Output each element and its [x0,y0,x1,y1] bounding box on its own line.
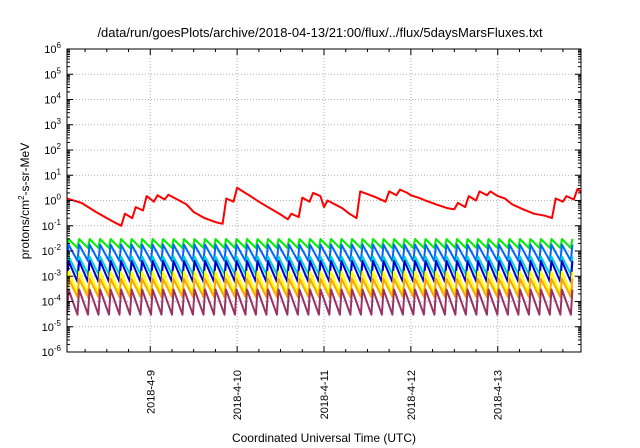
y-tick-base: 10 [44,145,56,157]
x-tick-label: 2018-4-13 [493,370,505,420]
y-tick-exponent: 6 [57,41,62,50]
y-tick-exponent: 4 [57,92,62,101]
y-tick-base: 10 [44,69,56,81]
y-tick-base: 10 [44,170,56,182]
y-axis-label-prefix: protons/cm [18,200,32,259]
y-tick-base: 10 [42,271,54,283]
y-tick-exponent: -3 [54,268,62,277]
x-tick-label: 2018-4-12 [406,370,418,420]
y-axis-label: protons/cm2-s-sr-MeV [17,143,32,259]
grid-lines [67,49,581,352]
series-line-1 [67,238,574,250]
y-tick-exponent: -4 [54,294,62,303]
y-tick-label: 103 [44,117,61,132]
y-tick-label: 105 [44,66,61,81]
series-line-2 [67,243,574,262]
y-tick-exponent: 3 [57,117,62,126]
y-tick-base: 10 [42,347,54,359]
y-tick-base: 10 [42,297,54,309]
x-tick-label: 2018-4-9 [145,370,157,414]
y-tick-exponent: -5 [54,319,62,328]
y-tick-base: 10 [44,196,56,208]
y-tick-exponent: 1 [57,167,62,176]
y-axis-label-suffix: -s-sr-MeV [18,143,32,196]
y-tick-base: 10 [42,221,54,233]
y-tick-label: 104 [44,92,61,107]
y-tick-exponent: 2 [57,142,62,151]
y-tick-label: 106 [44,41,61,56]
y-tick-base: 10 [42,246,54,258]
series-line-0 [67,186,581,227]
y-tick-base: 10 [44,120,56,132]
y-tick-label: 101 [44,167,61,182]
y-tick-exponent: 5 [57,66,62,75]
y-axis-label-sup: 2 [17,195,26,200]
y-tick-label: 100 [44,193,61,208]
y-tick-label: 10-6 [42,344,62,359]
x-axis-label: Coordinated Universal Time (UTC) [232,431,416,445]
y-tick-label: 10-2 [42,243,62,258]
y-tick-base: 10 [44,44,56,56]
y-tick-label: 10-4 [42,294,62,309]
y-tick-label: 10-3 [42,268,62,283]
y-tick-label: 10-1 [42,218,62,233]
y-tick-exponent: -1 [54,218,62,227]
y-tick-exponent: -2 [54,243,62,252]
y-tick-base: 10 [44,95,56,107]
y-tick-exponent: -6 [54,344,62,353]
series-line-7 [67,288,574,316]
y-tick-label: 102 [44,142,61,157]
x-tick-label: 2018-4-10 [232,370,244,420]
y-axis: 10-610-510-410-310-210-11001011021031041… [42,41,581,359]
y-tick-exponent: 0 [57,193,62,202]
series-group [67,186,581,316]
chart-title: /data/run/goesPlots/archive/2018-04-13/2… [97,25,543,40]
x-axis: 2018-4-9 2018-4-10 2018-4-11 2018-4-12 2018-… [84,49,564,420]
y-tick-base: 10 [42,322,54,334]
series-line-6 [67,277,574,299]
y-tick-label: 10-5 [42,319,62,334]
x-tick-label: 2018-4-11 [319,370,331,419]
